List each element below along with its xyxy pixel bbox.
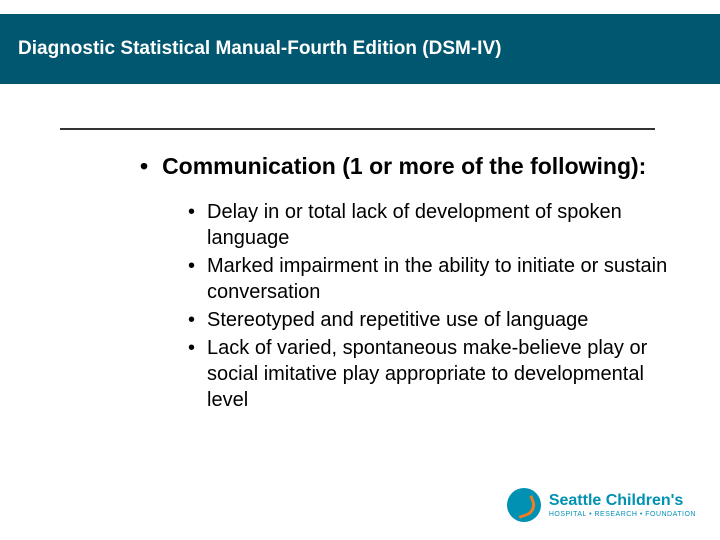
content-area: • Communication (1 or more of the follow… bbox=[140, 152, 670, 415]
logo-main-text: Seattle Children's bbox=[549, 493, 696, 509]
logo: Seattle Children's HOSPITAL • RESEARCH •… bbox=[507, 488, 696, 522]
sub-bullet: • bbox=[188, 307, 195, 333]
sub-text: Stereotyped and repetitive use of langua… bbox=[207, 307, 588, 333]
main-bullet: • bbox=[140, 152, 148, 181]
sub-bullet: • bbox=[188, 335, 195, 361]
logo-icon bbox=[507, 488, 541, 522]
list-item: • Marked impairment in the ability to in… bbox=[188, 253, 670, 305]
sub-bullet: • bbox=[188, 253, 195, 279]
list-item: • Delay in or total lack of development … bbox=[188, 199, 670, 251]
main-heading-row: • Communication (1 or more of the follow… bbox=[140, 152, 670, 181]
sub-text: Marked impairment in the ability to init… bbox=[207, 253, 670, 305]
logo-swoosh-icon bbox=[513, 495, 538, 519]
horizontal-separator bbox=[60, 128, 655, 130]
main-heading: Communication (1 or more of the followin… bbox=[162, 152, 646, 181]
list-item: • Stereotyped and repetitive use of lang… bbox=[188, 307, 670, 333]
sub-text: Lack of varied, spontaneous make-believe… bbox=[207, 335, 670, 413]
title-text: Diagnostic Statistical Manual-Fourth Edi… bbox=[18, 38, 501, 60]
logo-sub-text: HOSPITAL • RESEARCH • FOUNDATION bbox=[549, 511, 696, 518]
title-bar: Diagnostic Statistical Manual-Fourth Edi… bbox=[0, 14, 720, 84]
sub-list: • Delay in or total lack of development … bbox=[188, 199, 670, 413]
list-item: • Lack of varied, spontaneous make-belie… bbox=[188, 335, 670, 413]
logo-text-block: Seattle Children's HOSPITAL • RESEARCH •… bbox=[549, 493, 696, 518]
sub-text: Delay in or total lack of development of… bbox=[207, 199, 670, 251]
sub-bullet: • bbox=[188, 199, 195, 225]
